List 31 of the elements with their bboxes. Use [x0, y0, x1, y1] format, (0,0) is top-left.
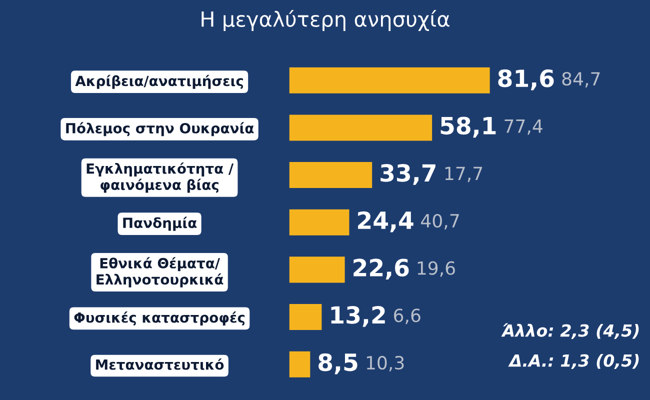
text: Άλλο: 2,3 (4,5) [501, 323, 639, 339]
text: Δ.Α.: 1,3 (0,5) [508, 354, 639, 369]
y-tick-label: Πανδημία [123, 216, 197, 231]
data-label: 22,6 [354, 258, 409, 280]
data-label: 33,7 [380, 164, 436, 185]
text: 84,7 [562, 72, 600, 88]
annotation: 17,7 [445, 166, 482, 182]
y-tick-label: Εγκληματικότητα / φαινόμενα βίας [86, 162, 234, 193]
bar [289, 67, 490, 94]
bar [289, 114, 432, 141]
y-tick-label: Εθνικά Θέματα/ Ελληνοτουρκικά [96, 257, 224, 288]
y-tick-label: Μεταναστευτικό [96, 358, 224, 370]
data-label: 58,1 [440, 116, 496, 138]
bar [289, 256, 345, 283]
text: 77,4 [504, 120, 542, 135]
annotation: 40,7 [421, 214, 459, 230]
bar [289, 304, 322, 330]
y-tick-label: Φυσικές καταστροφές [74, 311, 245, 326]
data-label: 13,2 [331, 306, 385, 327]
annotation: 10,3 [366, 356, 404, 372]
bar [289, 351, 310, 378]
bar [289, 162, 372, 188]
annotation: 6,6 [394, 308, 420, 324]
data-label: 81,6 [498, 69, 554, 90]
y-tick-label: Ακρίβεια/ανατιμήσεις [75, 74, 243, 89]
data-label: 24,4 [358, 211, 414, 232]
y-tick-label: Πόλεμος στην Ουκρανία [66, 122, 254, 136]
annotation: 19,6 [418, 261, 455, 277]
bar [289, 209, 350, 236]
chart-title: Η μεγαλύτερη ανησυχία [202, 10, 450, 32]
data-label: 8,5 [318, 353, 358, 374]
